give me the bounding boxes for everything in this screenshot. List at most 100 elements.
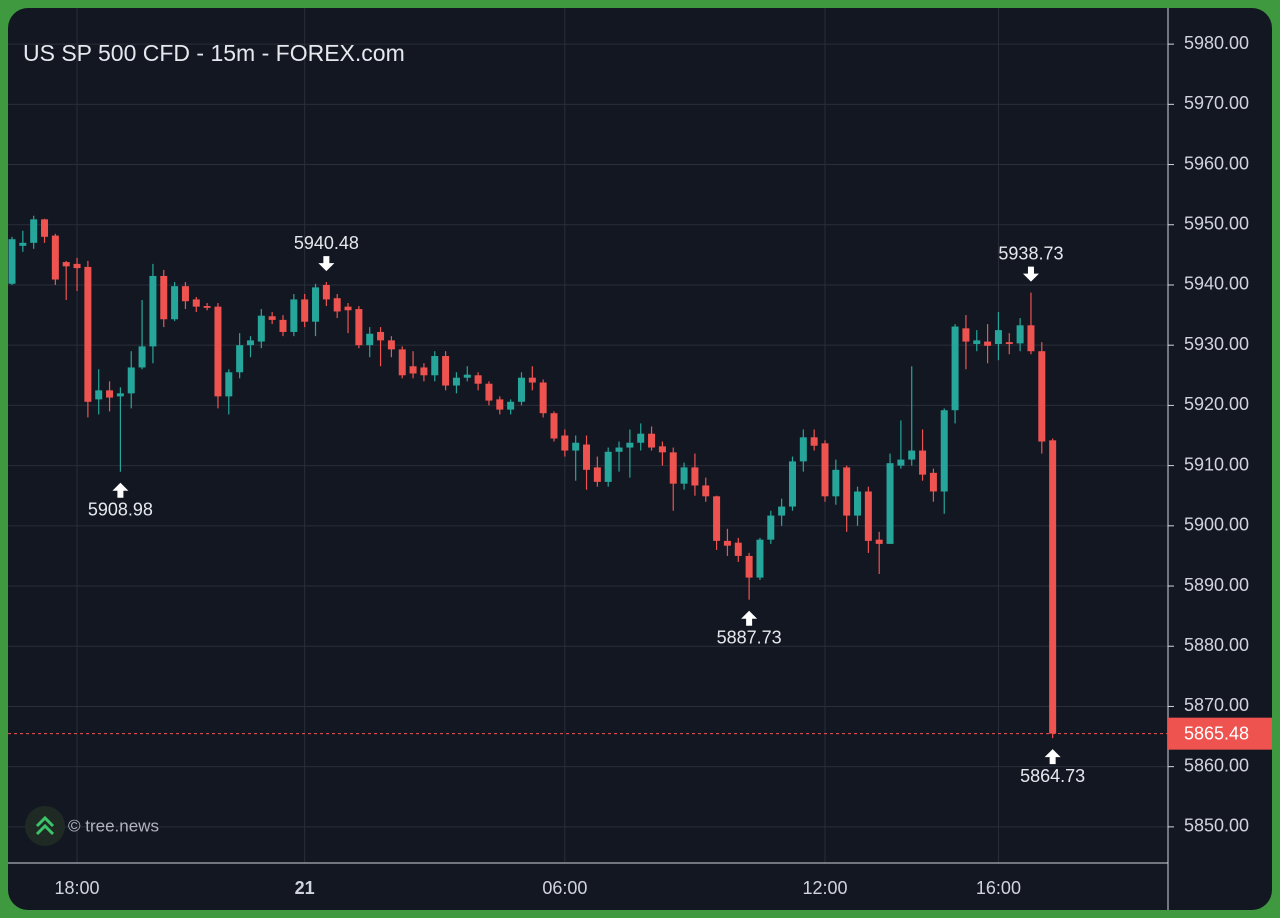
candle-body (507, 401, 515, 410)
y-tick-label: 5940.00 (1184, 274, 1249, 294)
candle-body (593, 467, 601, 482)
candle-body (940, 410, 948, 492)
candle-body (734, 542, 742, 556)
candle-body (843, 467, 851, 516)
y-tick-label: 5910.00 (1184, 454, 1249, 474)
candle-body (420, 367, 428, 376)
candle-body (767, 515, 775, 540)
low-label: 5887.73 (717, 627, 782, 647)
candle-body (116, 393, 124, 397)
y-tick-label: 5980.00 (1184, 33, 1249, 53)
y-tick-label: 5900.00 (1184, 515, 1249, 535)
candle-body (778, 506, 786, 516)
candle-body (279, 319, 287, 332)
candle-body (615, 447, 623, 452)
arrow-down (318, 256, 335, 272)
arrow-up (1044, 749, 1061, 765)
arrow-up (112, 482, 129, 498)
candle-body (832, 469, 840, 497)
candle-body (539, 382, 547, 414)
candle-body (1049, 440, 1057, 734)
candle-body (268, 316, 276, 320)
candle-body (897, 459, 905, 466)
candle-body (409, 366, 417, 374)
candle-body (854, 491, 862, 516)
candle-body (788, 461, 796, 507)
candle-body (658, 446, 666, 453)
high-label: 5938.73 (998, 243, 1063, 263)
candle-body (377, 331, 385, 341)
x-tick-label: 21 (295, 878, 315, 898)
candle-body (583, 444, 591, 470)
candle-body (127, 367, 135, 394)
arrow-down (1022, 266, 1039, 282)
candle-body (713, 496, 721, 541)
candle-body (333, 298, 341, 312)
candle-body (192, 299, 200, 307)
candle-body (19, 242, 27, 246)
candle-body (669, 452, 677, 484)
x-tick-label: 16:00 (976, 878, 1021, 898)
candle-body (951, 326, 959, 411)
candle-body (604, 451, 612, 482)
candle-body (84, 266, 92, 402)
candle-body (257, 315, 265, 342)
candle-body (496, 399, 504, 410)
candle-body (236, 345, 244, 373)
y-tick-label: 5930.00 (1184, 334, 1249, 354)
low-label: 5864.73 (1020, 766, 1085, 786)
last-price-box (1168, 717, 1272, 750)
watermark-logo (25, 806, 65, 846)
y-tick-label: 5890.00 (1184, 575, 1249, 595)
y-tick-label: 5920.00 (1184, 394, 1249, 414)
candle-body (1016, 325, 1024, 344)
candle-body (756, 539, 764, 578)
candle-body (810, 437, 818, 446)
candle-body (474, 375, 482, 384)
candle-body (41, 219, 49, 237)
candle-body (73, 263, 81, 269)
candle-body (962, 328, 970, 342)
candle-body (225, 372, 233, 397)
candle-body (550, 413, 558, 439)
candle-body (30, 219, 38, 243)
y-tick-label: 5880.00 (1184, 635, 1249, 655)
chart-panel (8, 8, 1272, 910)
candle-body (745, 555, 753, 578)
candle-body (51, 235, 59, 280)
candle-body (322, 284, 330, 300)
candle-body (875, 539, 883, 544)
candle-body (431, 356, 439, 376)
candle-body (929, 472, 937, 492)
x-tick-label: 06:00 (542, 878, 587, 898)
candle-body (1005, 342, 1013, 344)
candle-body (691, 467, 699, 486)
candle-body (572, 442, 580, 451)
candle-body (1027, 325, 1035, 352)
candle-body (160, 275, 168, 320)
low-label: 5908.98 (88, 499, 153, 519)
candle-body (246, 340, 254, 346)
watermark: © tree.news (68, 816, 159, 835)
grid (8, 8, 1168, 863)
candles (8, 215, 1057, 739)
chart-title: US SP 500 CFD - 15m - FOREX.com (23, 40, 405, 66)
candle-body (312, 287, 320, 322)
y-tick-label: 5960.00 (1184, 153, 1249, 173)
y-tick-label: 5860.00 (1184, 755, 1249, 775)
candle-body (387, 340, 395, 350)
candle-body (485, 383, 493, 401)
candle-body (973, 340, 981, 344)
last-price-label: 5865.48 (1184, 723, 1249, 743)
candle-body (994, 330, 1002, 344)
candle-body (398, 349, 406, 376)
candle-body (442, 356, 450, 386)
candle-body (463, 374, 471, 378)
candle-body (106, 390, 114, 398)
candle-body (648, 433, 656, 448)
candle-body (799, 437, 807, 462)
candle-body (290, 299, 298, 332)
candle-body (723, 540, 731, 546)
